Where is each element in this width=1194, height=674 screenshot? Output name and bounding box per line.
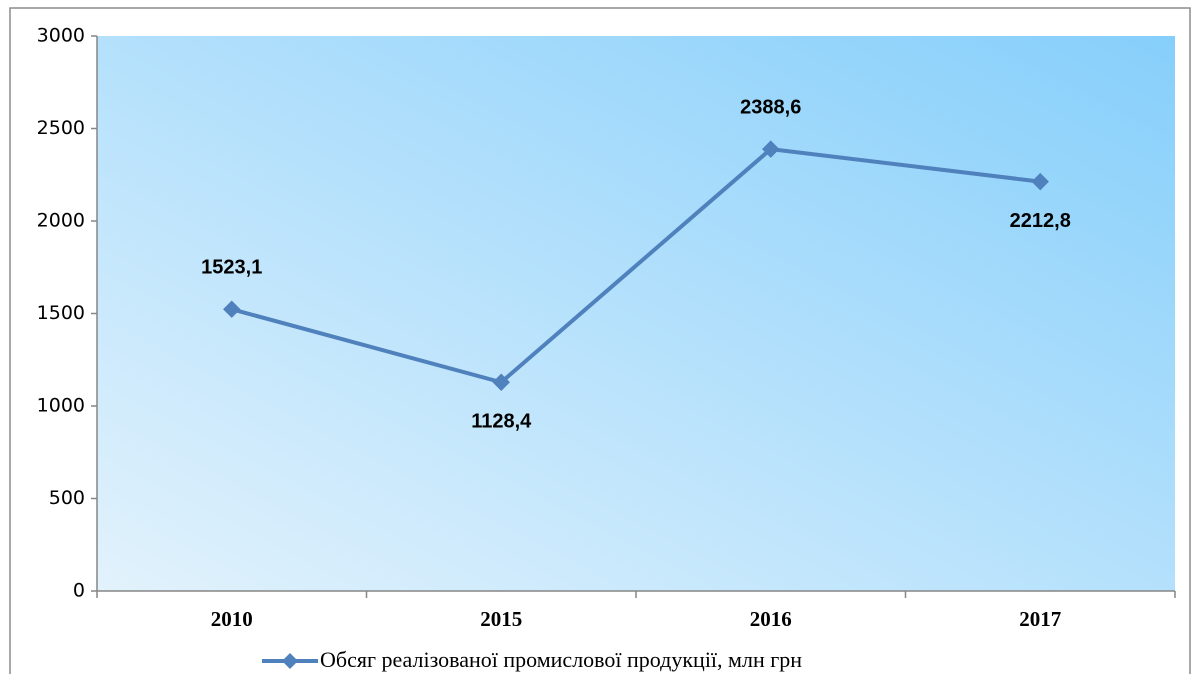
data-label: 1523,1 — [201, 257, 262, 279]
y-tick-label: 2000 — [37, 210, 85, 232]
x-tick-label: 2016 — [750, 607, 792, 631]
marker — [1031, 172, 1049, 191]
y-tick-label: 2500 — [37, 117, 85, 139]
x-tick-label: 2017 — [1019, 607, 1061, 631]
series-line — [231, 147, 1041, 385]
marker — [492, 373, 510, 391]
y-tick-label: 500 — [49, 487, 85, 509]
data-label: 2388,6 — [740, 96, 801, 118]
y-tick-label: 0 — [73, 580, 85, 602]
y-tick-label: 3000 — [37, 25, 85, 47]
plot-area — [97, 36, 1175, 591]
legend-marker — [282, 653, 298, 669]
marker — [223, 300, 241, 318]
x-tick-label: 2015 — [480, 607, 522, 631]
data-label: 2212,8 — [1010, 210, 1071, 232]
legend-label: Обсяг реалізованої промислової продукції… — [320, 647, 802, 672]
x-tick-label: 2010 — [211, 607, 253, 631]
y-tick-label: 1500 — [37, 302, 85, 324]
y-tick-label: 1000 — [37, 395, 85, 417]
marker — [762, 140, 780, 158]
data-label: 1128,4 — [471, 411, 532, 433]
